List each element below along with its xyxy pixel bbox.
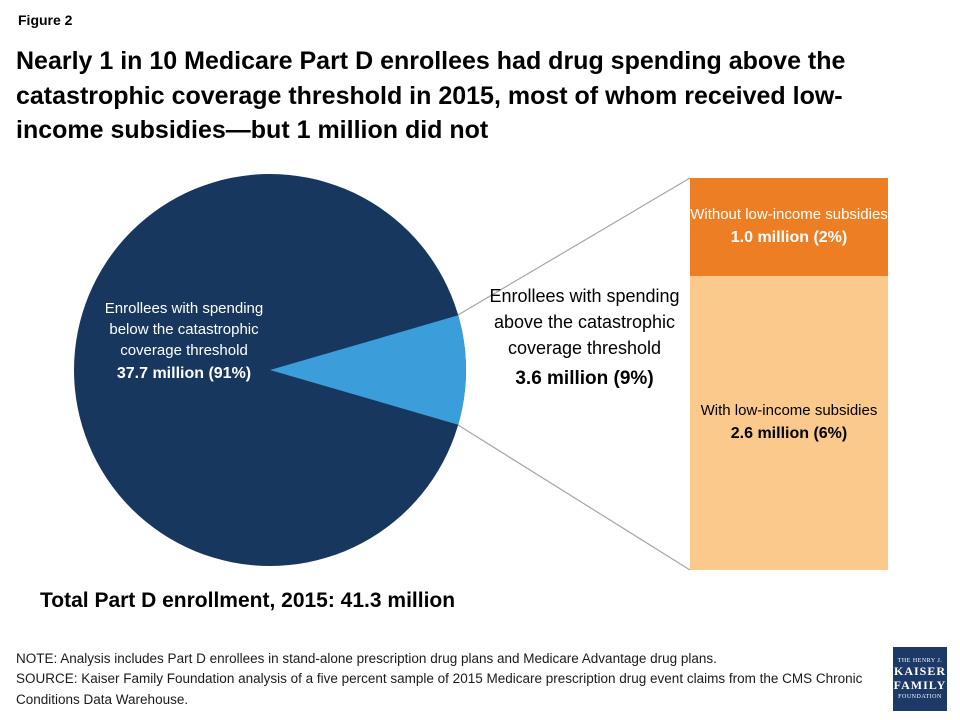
bar-label-with-lis-text: With low-income subsidies	[700, 402, 878, 420]
kff-logo: THE HENRY J. KAISER FAMILY FOUNDATION	[893, 647, 947, 711]
connector-line-top	[457, 177, 691, 316]
note-text: NOTE: Analysis includes Part D enrollees…	[16, 651, 717, 666]
bar-label-with-lis: With low-income subsidies 2.6 million (6…	[690, 276, 888, 570]
kff-logo-line1: THE HENRY J.	[897, 657, 943, 664]
callout-label-value: 3.6 million (9%)	[515, 368, 654, 390]
pie-label-below-threshold: Enrollees with spending below the catast…	[88, 298, 280, 385]
callout-label-above-threshold: Enrollees with spending above the catast…	[482, 283, 687, 393]
page-title: Nearly 1 in 10 Medicare Part D enrollees…	[16, 47, 846, 144]
pie-slice-above-threshold	[270, 315, 466, 425]
kff-logo-line4: FOUNDATION	[898, 693, 942, 700]
pie-label-value: 37.7 million (91%)	[116, 365, 252, 382]
callout-label-text: Enrollees with spending above the catast…	[489, 286, 680, 359]
bar-label-without-lis: Without low-income subsidies 1.0 million…	[690, 178, 888, 276]
kff-logo-line2: KAISER	[893, 664, 946, 679]
bar-segment-without-lis	[690, 178, 888, 276]
connector-line-bottom	[457, 424, 691, 571]
pie-label-text: Enrollees with spending below the catast…	[104, 300, 264, 359]
bar-segment-with-lis	[690, 276, 888, 570]
footnote: NOTE: Analysis includes Part D enrollees…	[16, 649, 878, 710]
kff-logo-line3: FAMILY	[893, 678, 947, 692]
bar-label-without-lis-text: Without low-income subsidies	[690, 206, 888, 224]
source-text: SOURCE: Kaiser Family Foundation analysi…	[16, 671, 863, 707]
bar-label-without-lis-value: 1.0 million (2%)	[730, 229, 848, 247]
figure-label: Figure 2	[18, 12, 73, 28]
bar-label-with-lis-value: 2.6 million (6%)	[730, 425, 848, 443]
total-enrollment-label: Total Part D enrollment, 2015: 41.3 mill…	[40, 589, 456, 612]
